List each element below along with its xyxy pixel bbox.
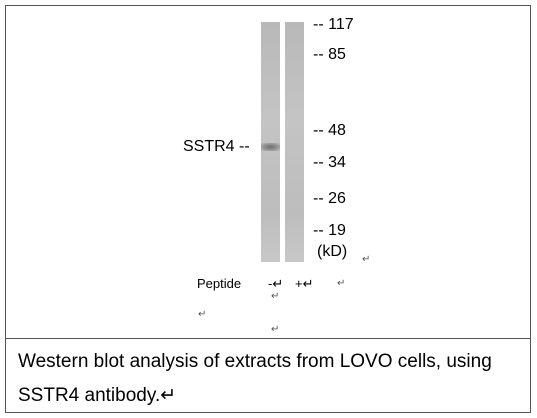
marker-label: -- 19 (313, 222, 346, 239)
lane-sign: +↵ (295, 276, 314, 291)
peptide-label: Peptide (197, 276, 242, 291)
band-label: SSTR4 -- (183, 138, 250, 155)
paragraph-mark: ↵ (271, 291, 280, 302)
paragraph-mark: ↵ (337, 278, 346, 289)
paragraph-mark: ↵ (362, 254, 371, 265)
frame (5, 5, 531, 413)
marker-label: -- 26 (313, 190, 346, 207)
caption-line: Western blot analysis of extracts from L… (18, 351, 492, 372)
lane-sign: -↵ (268, 276, 284, 291)
caption-line: SSTR4 antibody.↵ (18, 385, 177, 406)
blot-lane (261, 22, 280, 262)
blot-lane (285, 22, 304, 262)
blot-band (261, 143, 280, 151)
paragraph-mark: ↵ (271, 324, 280, 335)
divider (5, 338, 530, 339)
marker-label: -- 48 (313, 122, 346, 139)
marker-label: -- 85 (313, 46, 346, 63)
marker-label: -- 34 (313, 154, 346, 171)
paragraph-mark: ↵ (198, 309, 207, 320)
marker-label: -- 117 (313, 16, 354, 33)
unit-label: (kD) (317, 243, 348, 260)
